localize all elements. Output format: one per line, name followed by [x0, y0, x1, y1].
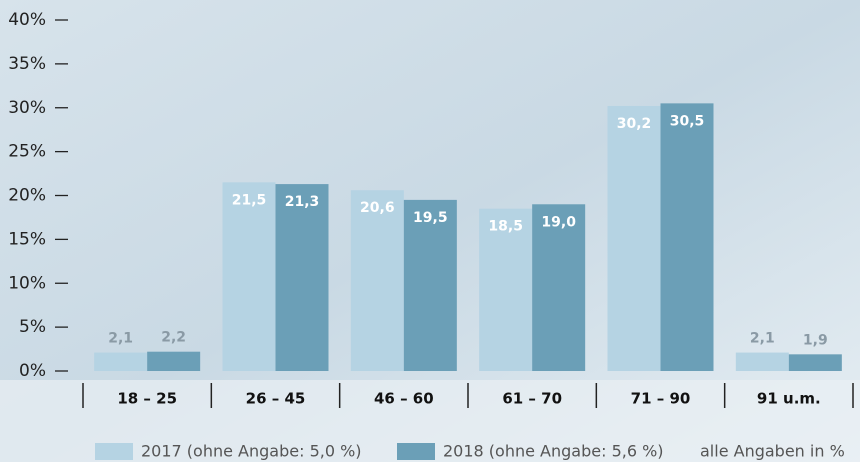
value-label: 2,1	[108, 331, 133, 347]
annotation: alle Angaben in %	[700, 442, 845, 461]
y-tick-label: 10%	[8, 273, 46, 293]
legend-swatch	[397, 443, 435, 460]
value-label: 18,5	[488, 219, 523, 235]
value-label: 30,2	[617, 116, 652, 132]
y-tick-label: 40%	[8, 10, 46, 30]
legend-label: 2018 (ohne Angabe: 5,6 %)	[443, 442, 664, 461]
value-label: 2,1	[750, 331, 775, 347]
y-tick-label: 5%	[19, 317, 46, 337]
value-label: 21,5	[232, 192, 267, 208]
legend-swatch	[95, 443, 133, 460]
bar	[789, 354, 842, 371]
x-tick-label: 18 – 25	[117, 390, 177, 408]
bar	[608, 106, 661, 371]
bar	[736, 353, 789, 371]
value-label: 1,9	[803, 332, 828, 348]
value-label: 30,5	[670, 113, 705, 129]
value-label: 19,0	[541, 214, 576, 230]
bar	[147, 352, 200, 371]
legend: 2017 (ohne Angabe: 5,0 %) 2018 (ohne Ang…	[95, 442, 845, 461]
value-label: 19,5	[413, 210, 448, 226]
x-tick-label: 26 – 45	[246, 390, 306, 408]
bar	[94, 353, 147, 371]
value-label: 20,6	[360, 200, 395, 216]
y-tick-label: 30%	[8, 98, 46, 118]
y-tick-label: 20%	[8, 186, 46, 206]
chart: 2017 (ohne Angabe: 5,0 %) 2018 (ohne Ang…	[0, 0, 860, 462]
x-tick-label: 61 – 70	[502, 390, 562, 408]
y-tick-label: 35%	[8, 54, 46, 74]
x-tick-label: 91 u.m.	[757, 390, 821, 408]
bar	[223, 182, 276, 371]
x-tick-label: 71 – 90	[631, 390, 691, 408]
value-label: 2,2	[161, 330, 186, 346]
legend-label: 2017 (ohne Angabe: 5,0 %)	[141, 442, 362, 461]
y-tick-label: 0%	[19, 361, 46, 381]
bar	[661, 103, 714, 371]
bar	[276, 184, 329, 371]
bar	[351, 190, 404, 371]
y-tick-label: 15%	[8, 229, 46, 249]
value-label: 21,3	[285, 194, 320, 210]
y-tick-label: 25%	[8, 142, 46, 162]
x-tick-label: 46 – 60	[374, 390, 434, 408]
